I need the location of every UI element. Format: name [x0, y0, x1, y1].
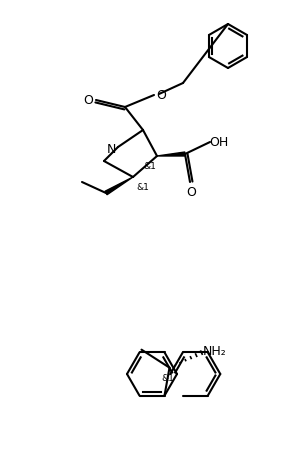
- Text: NH₂: NH₂: [203, 344, 226, 358]
- Text: N: N: [106, 142, 116, 155]
- Text: &1: &1: [161, 373, 174, 382]
- Text: OH: OH: [209, 135, 229, 148]
- Text: O: O: [156, 88, 166, 101]
- Polygon shape: [105, 178, 133, 195]
- Text: O: O: [83, 93, 93, 106]
- Text: O: O: [186, 185, 196, 198]
- Text: &1: &1: [144, 161, 156, 170]
- Text: &1: &1: [137, 182, 149, 191]
- Polygon shape: [157, 153, 185, 157]
